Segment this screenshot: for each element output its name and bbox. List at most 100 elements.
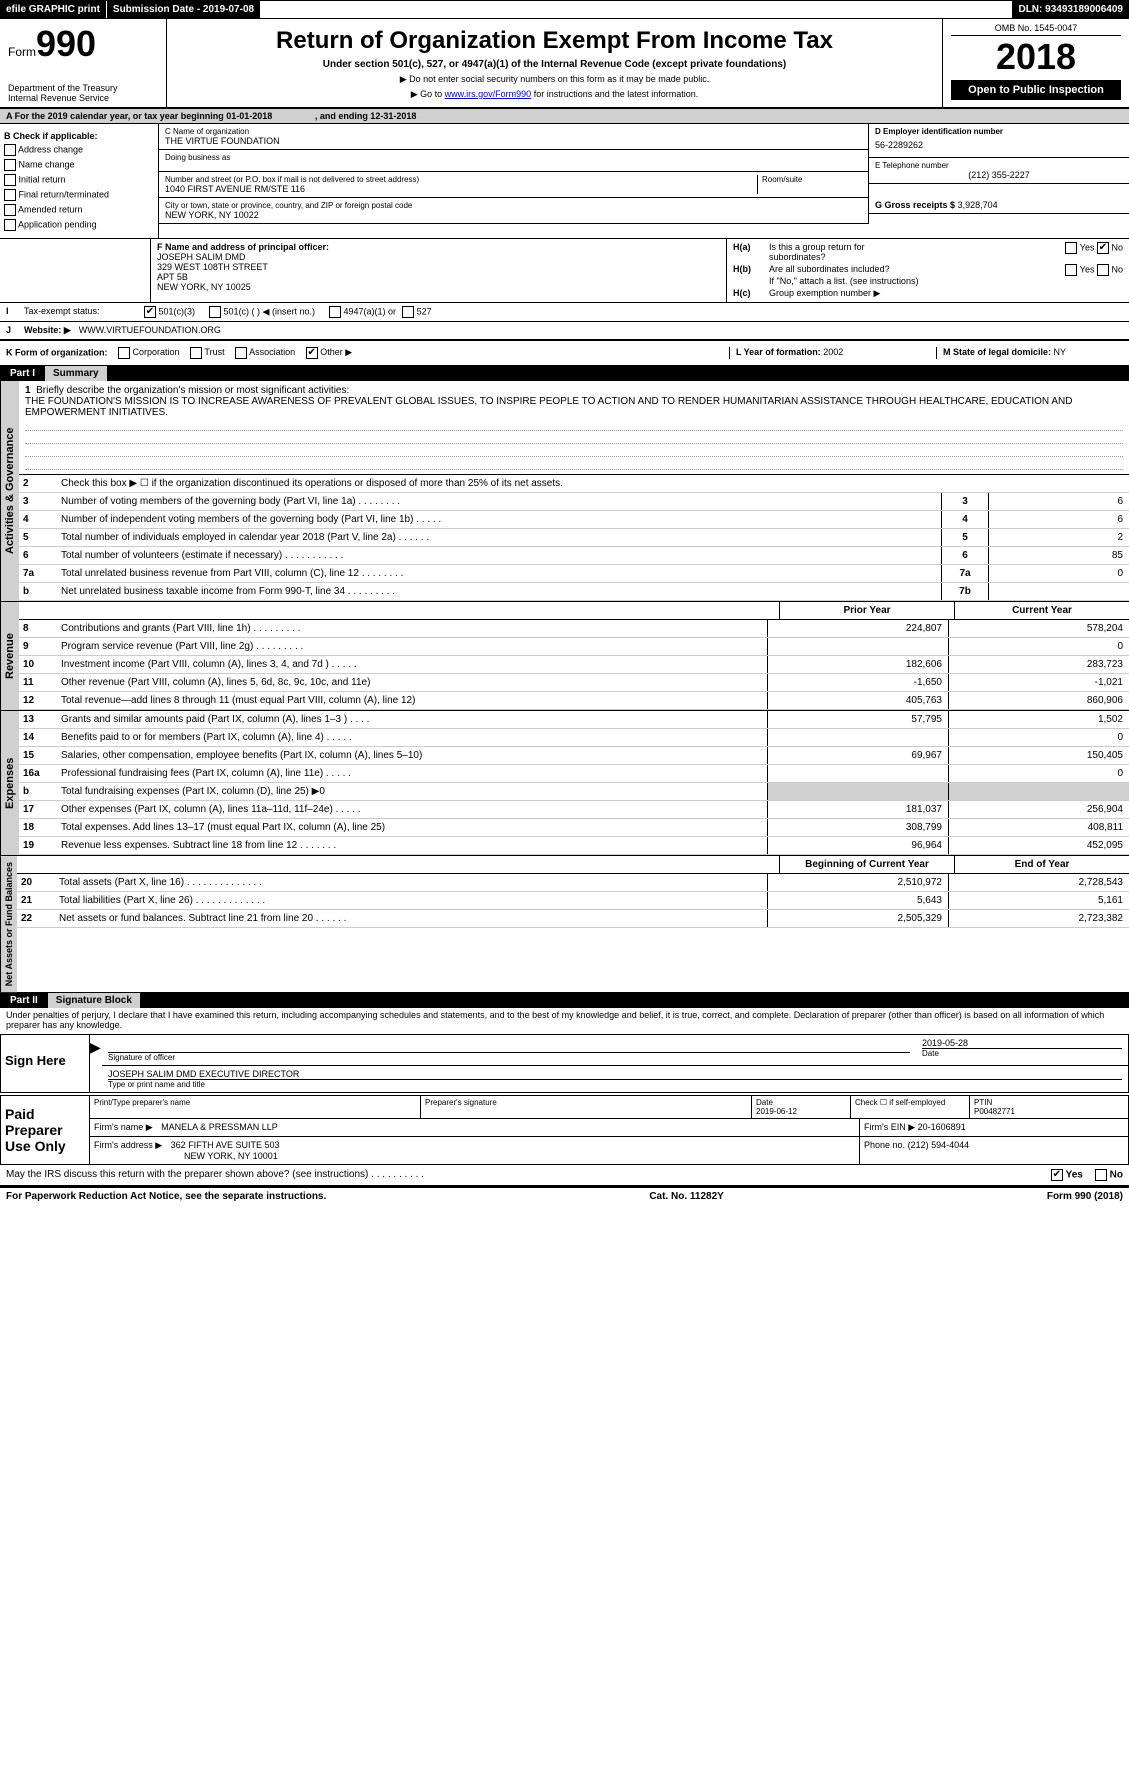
mission-text: THE FOUNDATION'S MISSION IS TO INCREASE …: [25, 396, 1123, 418]
table-row: 13 Grants and similar amounts paid (Part…: [19, 711, 1129, 729]
sign-here-block: Sign Here ▶ Signature of officer 2019-05…: [0, 1034, 1129, 1093]
form-header: Form990 Department of the Treasury Inter…: [0, 19, 1129, 109]
table-row: 2 Check this box ▶ ☐ if the organization…: [19, 475, 1129, 493]
discuss-yes[interactable]: [1051, 1169, 1063, 1181]
side-governance: Activities & Governance: [0, 381, 19, 601]
part1-bar: Part I Summary: [0, 366, 1129, 381]
check-527[interactable]: [402, 306, 414, 318]
domicile-value: NY: [1054, 347, 1067, 357]
table-row: 20 Total assets (Part X, line 16) . . . …: [17, 874, 1129, 892]
phone-value: (212) 355-2227: [875, 170, 1123, 180]
part1-label: Part I: [0, 366, 45, 381]
submission-date: Submission Date - 2019-07-08: [106, 1, 260, 18]
tax-year: 2018: [951, 36, 1121, 78]
current-year-header: Current Year: [954, 602, 1129, 619]
org-name-label: C Name of organization: [165, 127, 862, 136]
note-link: ▶ Go to www.irs.gov/Form990 for instruct…: [175, 89, 934, 100]
f-h-row: F Name and address of principal officer:…: [0, 238, 1129, 302]
city-value: NEW YORK, NY 10022: [165, 210, 862, 220]
check-name[interactable]: Name change: [4, 159, 154, 171]
sign-here-label: Sign Here: [1, 1035, 90, 1092]
table-row: 12 Total revenue—add lines 8 through 11 …: [19, 692, 1129, 710]
dln: DLN: 93493189006409: [1012, 1, 1129, 18]
top-bar: efile GRAPHIC print Submission Date - 20…: [0, 0, 1129, 19]
expenses-section: Expenses 13 Grants and similar amounts p…: [0, 711, 1129, 856]
form-title: Return of Organization Exempt From Incom…: [175, 23, 934, 59]
mission-label: Briefly describe the organization's miss…: [36, 385, 349, 396]
check-amended[interactable]: Amended return: [4, 204, 154, 216]
table-row: 3 Number of voting members of the govern…: [19, 493, 1129, 511]
check-trust[interactable]: [190, 347, 202, 359]
table-row: 8 Contributions and grants (Part VIII, l…: [19, 620, 1129, 638]
phone-label: E Telephone number: [875, 161, 1123, 170]
prep-date: 2019-06-12: [756, 1107, 846, 1116]
prep-col3: Date: [756, 1098, 846, 1107]
footer-left: For Paperwork Reduction Act Notice, see …: [6, 1191, 326, 1202]
check-corp[interactable]: [118, 347, 130, 359]
prep-col1: Print/Type preparer's name: [90, 1096, 421, 1118]
sign-name: JOSEPH SALIM DMD EXECUTIVE DIRECTOR: [108, 1069, 1122, 1080]
box-b-label: B Check if applicable:: [4, 131, 98, 141]
box-h: H(a) Is this a group return forsubordina…: [727, 239, 1129, 302]
website-label: Website: ▶: [24, 325, 71, 336]
prep-phone-label: Phone no.: [864, 1140, 905, 1150]
street-label: Number and street (or P.O. box if mail i…: [165, 175, 757, 184]
revenue-section: Revenue Prior Year Current Year 8 Contri…: [0, 602, 1129, 711]
prep-check[interactable]: Check ☐ if self-employed: [851, 1096, 970, 1118]
dept-treasury: Department of the Treasury: [8, 83, 158, 93]
footer: For Paperwork Reduction Act Notice, see …: [0, 1187, 1129, 1205]
check-501c3[interactable]: [144, 306, 156, 318]
check-4947[interactable]: [329, 306, 341, 318]
check-final[interactable]: Final return/terminated: [4, 189, 154, 201]
sig-officer-label: Signature of officer: [108, 1053, 910, 1062]
ein-value: 56-2289262: [875, 136, 1123, 154]
table-row: 9 Program service revenue (Part VIII, li…: [19, 638, 1129, 656]
box-d-e-g: D Employer identification number 56-2289…: [869, 124, 1129, 238]
table-row: 6 Total number of volunteers (estimate i…: [19, 547, 1129, 565]
netassets-section: Net Assets or Fund Balances Beginning of…: [0, 856, 1129, 993]
table-row: 4 Number of independent voting members o…: [19, 511, 1129, 529]
arrow-icon: ▶: [90, 1035, 102, 1092]
check-assoc[interactable]: [235, 347, 247, 359]
table-row: 16a Professional fundraising fees (Part …: [19, 765, 1129, 783]
table-row: 18 Total expenses. Add lines 13–17 (must…: [19, 819, 1129, 837]
part2-label: Part II: [0, 993, 48, 1008]
website-value: WWW.VIRTUEFOUNDATION.ORG: [79, 325, 221, 336]
street-value: 1040 FIRST AVENUE RM/STE 116: [165, 184, 757, 194]
officer-addr1: 329 WEST 108TH STREET: [157, 262, 720, 272]
check-address[interactable]: Address change: [4, 144, 154, 156]
h-c-label: Group exemption number ▶: [769, 288, 880, 299]
table-row: 19 Revenue less expenses. Subtract line …: [19, 837, 1129, 855]
year-formation-label: L Year of formation:: [736, 347, 821, 357]
table-row: 11 Other revenue (Part VIII, column (A),…: [19, 674, 1129, 692]
check-501c[interactable]: [209, 306, 221, 318]
table-row: b Total fundraising expenses (Part IX, c…: [19, 783, 1129, 801]
check-pending[interactable]: Application pending: [4, 219, 154, 231]
tax-year-end: , and ending 12-31-2018: [315, 111, 417, 121]
table-row: 21 Total liabilities (Part X, line 26) .…: [17, 892, 1129, 910]
officer-label: F Name and address of principal officer:: [157, 242, 720, 252]
efile-label: efile GRAPHIC print: [0, 1, 106, 18]
begin-year-header: Beginning of Current Year: [779, 856, 954, 873]
irs-link[interactable]: www.irs.gov/Form990: [445, 89, 532, 99]
prior-year-header: Prior Year: [779, 602, 954, 619]
form-990-num: 990: [36, 23, 96, 64]
org-name: THE VIRTUE FOUNDATION: [165, 136, 862, 146]
city-label: City or town, state or province, country…: [165, 201, 862, 210]
check-initial[interactable]: Initial return: [4, 174, 154, 186]
officer-addr2: APT 5B: [157, 272, 720, 282]
year-formation: 2002: [823, 347, 843, 357]
discuss-text: May the IRS discuss this return with the…: [6, 1169, 1051, 1181]
preparer-block: Paid Preparer Use Only Print/Type prepar…: [0, 1095, 1129, 1165]
table-row: 10 Investment income (Part VIII, column …: [19, 656, 1129, 674]
check-other[interactable]: [306, 347, 318, 359]
ein-label: D Employer identification number: [875, 127, 1123, 136]
h-note: If "No," attach a list. (see instruction…: [769, 276, 1123, 286]
discuss-no[interactable]: [1095, 1169, 1107, 1181]
penalties-text: Under penalties of perjury, I declare th…: [0, 1008, 1129, 1032]
table-row: 15 Salaries, other compensation, employe…: [19, 747, 1129, 765]
tax-exempt-label: Tax-exempt status:: [24, 306, 144, 318]
open-public: Open to Public Inspection: [951, 80, 1121, 100]
part1-title: Summary: [45, 366, 107, 381]
table-row: 5 Total number of individuals employed i…: [19, 529, 1129, 547]
